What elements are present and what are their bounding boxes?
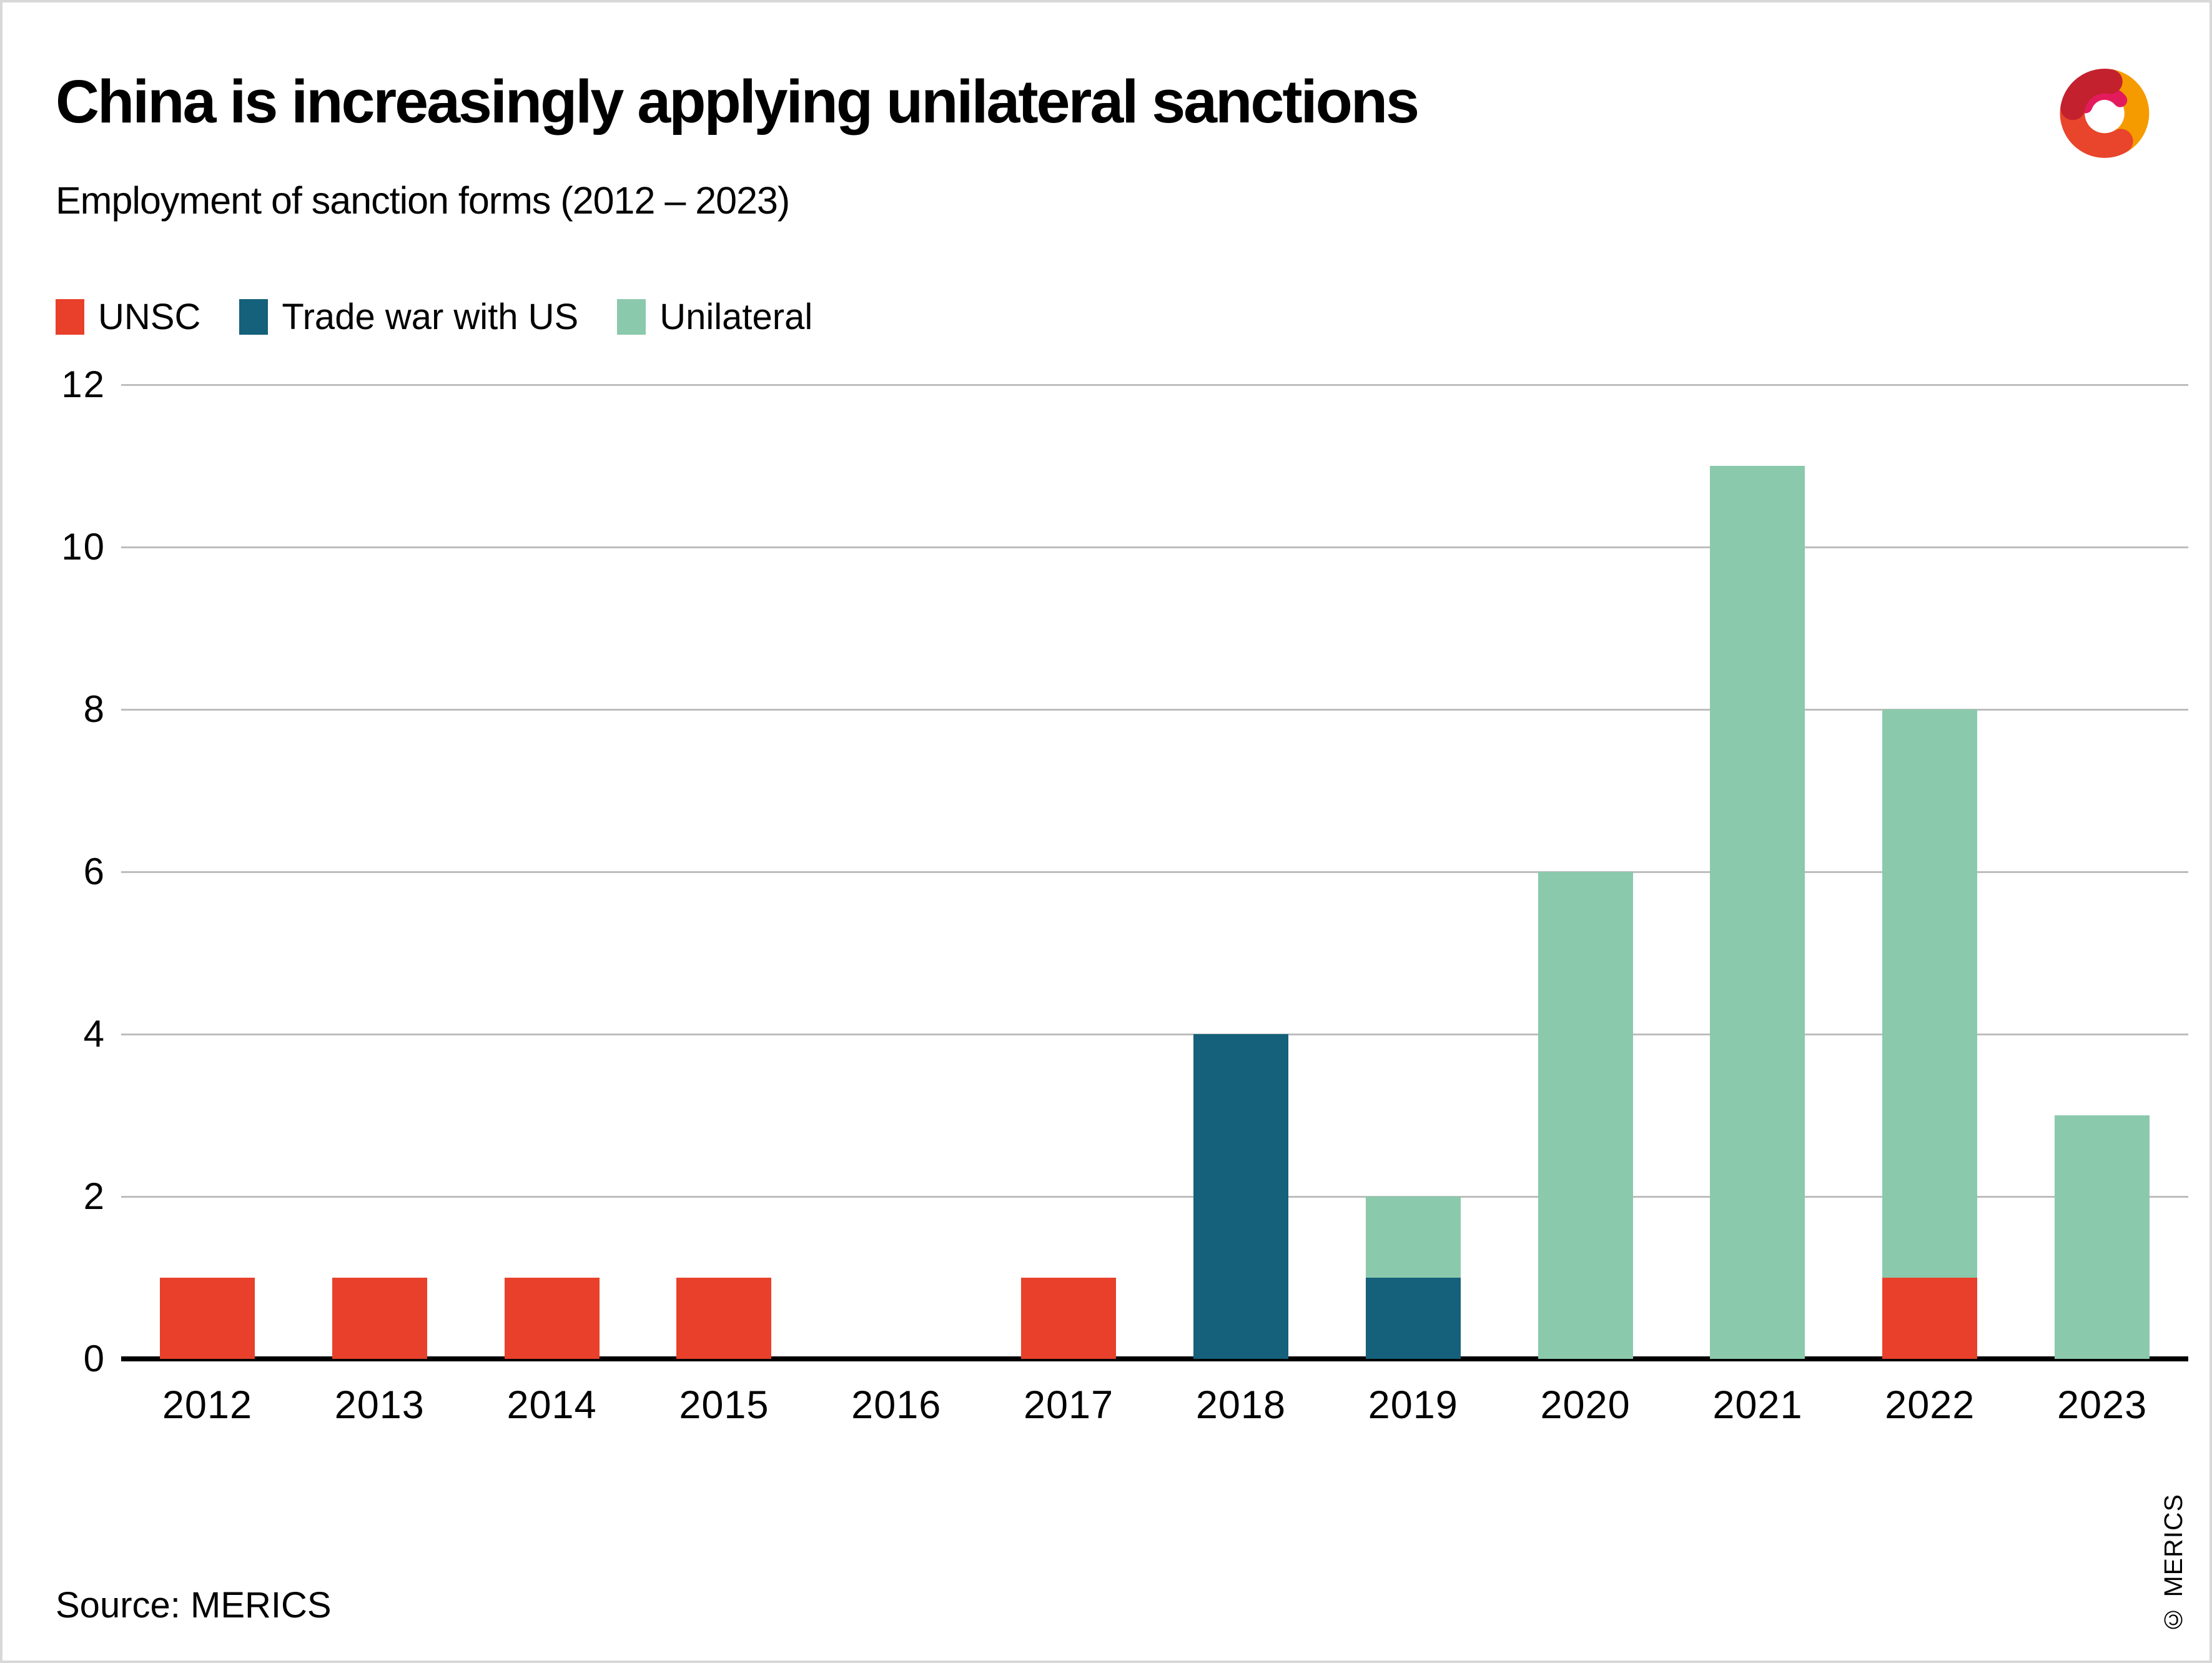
bar-stack [1882,709,1978,1359]
x-axis-labels: 2012 2013 2014 2015 2016 2017 2018 2019 2020 2021… [121,1383,2188,1439]
legend-item: UNSC [56,296,200,338]
legend-label: Trade war with US [282,297,579,337]
bar-stack [332,1278,427,1359]
x-tick-label: 2021 [1712,1383,1803,1427]
x-tick-label: 2019 [1368,1383,1458,1427]
x-tick-label: 2023 [2056,1383,2148,1427]
gridline [121,871,2188,873]
bar-column-2017 [982,385,1155,1359]
bar-column-2014 [466,385,638,1359]
gridline [121,383,2188,386]
bar-column-2022 [1844,385,2016,1359]
x-tick-label: 2022 [1885,1383,1975,1427]
plot-area [121,385,2188,1359]
bar-segment-unsc [332,1278,427,1359]
x-tick-label: 2015 [679,1383,769,1427]
y-tick-label: 12 [61,363,106,405]
x-tick-label: 2013 [334,1383,425,1427]
bar-segment-unsc [1882,1278,1978,1359]
gridline [121,708,2188,711]
bar-stack [1538,872,1633,1359]
y-tick-label: 2 [83,1175,106,1217]
gridline [121,1033,2188,1035]
bar-segment-unsc [504,1278,600,1359]
source-note: Source: MERICS [56,1585,332,1626]
x-tick-label: 2012 [162,1383,252,1427]
chart-legend: UNSC Trade war with US Unilateral [56,296,812,338]
y-tick-label: 4 [83,1013,106,1055]
bar-segment-unsc [159,1278,255,1359]
bar-segment-trade-war-with-us [1365,1278,1461,1359]
x-tick-label: 2018 [1195,1383,1286,1427]
bar-segment-unilateral [1882,709,1978,1278]
bar-stack [1193,1034,1288,1359]
y-tick-label: 10 [61,526,106,568]
bar-segment-unsc [1021,1278,1117,1359]
x-tick-label: 2020 [1540,1383,1631,1427]
bar-column-2016 [810,385,982,1359]
bar-segment-unilateral [1710,466,1805,1359]
bar-column-2018 [1155,385,1327,1359]
gridline [121,1195,2188,1198]
bar-column-2015 [638,385,811,1359]
bar-segment-unilateral [2055,1115,2150,1359]
legend-swatch [239,299,269,335]
bar-column-2020 [1499,385,1672,1359]
y-tick-label: 8 [83,688,106,730]
logo-arc-darkred [2060,69,2123,121]
x-tick-label: 2017 [1023,1383,1114,1427]
bar-stack [1365,1197,1461,1359]
y-tick-label: 0 [83,1338,106,1379]
bar-column-2023 [2016,385,2188,1359]
legend-label: Unilateral [659,297,813,337]
page-subtitle: Employment of sanction forms (2012 – 202… [56,179,790,222]
y-tick-label: 6 [83,851,106,892]
legend-item: Unilateral [617,296,812,338]
bar-column-2019 [1327,385,1499,1359]
legend-swatch [56,299,84,335]
bar-segment-unilateral [1365,1197,1461,1278]
bar-column-2013 [294,385,466,1359]
bar-stack [1021,1278,1117,1359]
bar-segment-unilateral [1538,872,1633,1359]
x-tick-label: 2016 [851,1383,942,1427]
x-tick-label: 2014 [506,1383,597,1427]
bar-stack [2055,1115,2150,1359]
bar-segment-trade-war-with-us [1193,1034,1288,1359]
copyright-note: © MERICS [2159,1494,2188,1634]
bar-column-2012 [121,385,294,1359]
bar-stack [676,1278,772,1359]
bar-stack [504,1278,600,1359]
merics-logo-icon [2060,69,2150,158]
bar-segment-unsc [676,1278,772,1359]
legend-item: Trade war with US [239,296,578,338]
legend-swatch [617,299,646,335]
bar-stack [1710,466,1805,1359]
page-title: China is increasingly applying unilatera… [56,67,1420,136]
x-axis-baseline [121,1356,2188,1361]
legend-label: UNSC [98,297,201,337]
bar-column-2021 [1672,385,1844,1359]
gridline [121,546,2188,548]
bar-stack [159,1278,255,1359]
